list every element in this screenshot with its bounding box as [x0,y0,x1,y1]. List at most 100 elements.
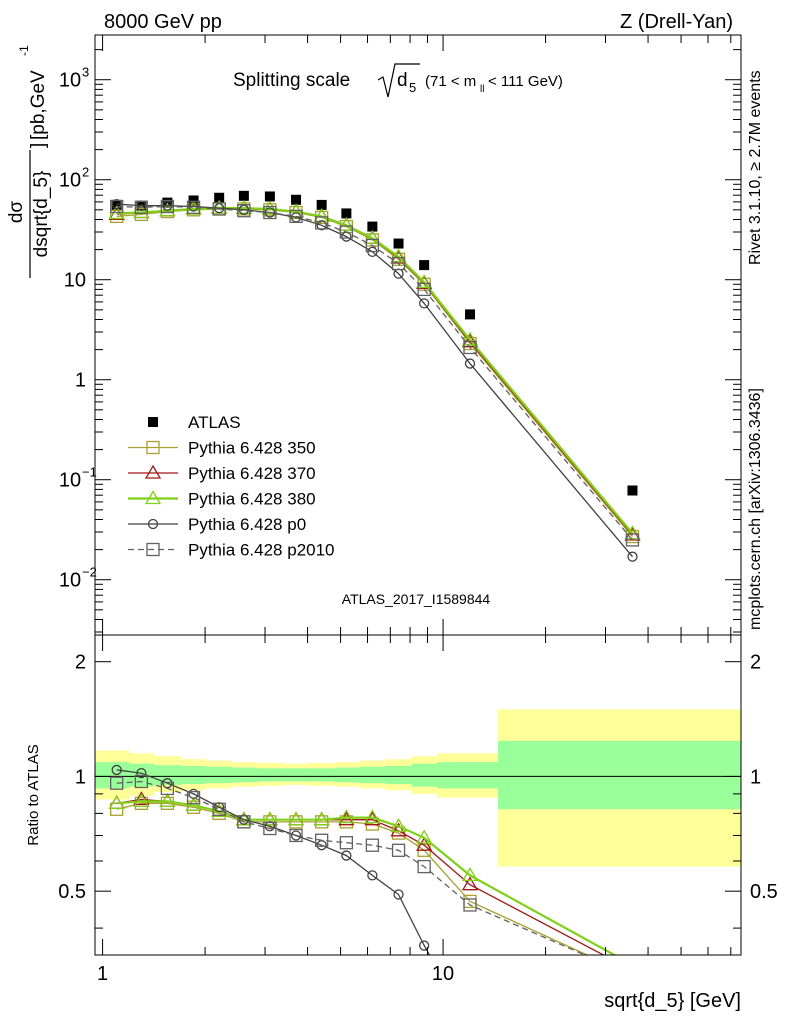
top-point-pythia-6-428-p0 [188,201,199,212]
top-point-pythia-6-428-380 [416,274,433,289]
top-point-pythia-6-428-p0 [419,298,430,309]
top-point-pythia-6-428-p2010 [110,199,124,214]
legend: ATLAS Pythia 6.428 350 Pythia 6.428 370 Pyt… [128,413,335,560]
top-point-pythia-6-428-p2010 [186,200,201,214]
ratio-point-pythia-6-428-380 [390,817,407,832]
top-point-atlas [316,199,327,210]
ratio-inner-band [359,766,387,784]
ratio-point-pythia-6-428-350 [626,970,638,982]
ratio-point-pythia-6-428-380 [461,867,479,882]
top-point-atlas [419,260,430,271]
legend-marker-pythia-6-428-p2010 [146,542,160,557]
top-point-pythia-6-428-p0 [162,200,173,211]
top-point-pythia-6-428-p2010 [365,238,380,253]
ratio-point-pythia-6-428-p2010 [212,802,226,816]
ratio-point-pythia-6-428-380 [287,811,305,826]
ratio-point-pythia-6-428-p0 [111,764,122,776]
ratio-band-layer [95,709,741,867]
ratio-inner-band [334,767,360,783]
ratio-inner-band [411,763,438,787]
y-tick-exponent: 2 [82,165,89,180]
ratio-point-pythia-6-428-380 [338,809,355,824]
ratio-point-pythia-6-428-380 [313,811,330,826]
top-ylabel: dσ dsqrt{d_5} ] -1 [pb,GeV [6,45,52,278]
ratio-point-pythia-6-428-p2010 [237,815,251,829]
top-point-pythia-6-428-p0 [627,551,638,562]
ratio-inner-band [205,766,233,784]
top-point-atlas [291,194,302,205]
ratio-point-pythia-6-428-p0 [264,821,276,832]
top-point-pythia-6-428-p2010 [237,204,251,218]
ylabel-unit-sup: -1 [17,45,31,56]
ratio-point-pythia-6-428-p2010 [365,838,380,852]
ratio-point-pythia-6-428-350 [110,802,124,816]
ratio-point-pythia-6-428-370 [625,963,639,975]
ylabel-den: dsqrt{d_5} [31,171,52,258]
title-cut-left: (71 < m [425,73,476,90]
ratio-point-pythia-6-428-p0 [393,889,404,900]
y-tick-label: 10 [59,170,81,192]
top-point-pythia-6-428-380 [261,200,279,215]
ratio-point-pythia-6-428-p0 [136,768,147,779]
ratio-line-pythia-6-428-380 [116,800,617,955]
ratio-point-pythia-6-428-380 [416,829,433,844]
top-point-pythia-6-428-350 [134,207,149,222]
ratio-inner-band [154,765,182,785]
top-line-pythia-6-428-p0 [116,203,633,558]
y-tick-exponent: −1 [82,465,97,480]
top-point-pythia-6-428-380 [338,217,355,231]
ratio-inner-band [307,768,335,782]
ratio-point-pythia-6-428-380 [625,958,639,970]
legend-label-pythia-6-428-350: Pythia 6.428 350 [188,439,316,458]
ratio-point-pythia-6-428-380 [364,809,381,824]
top-point-pythia-6-428-p2010 [463,340,477,355]
ratio-y-tick-label-right: 1 [750,766,761,788]
ratio-inner-band [232,767,258,783]
chart-title: Splitting scale d 5 (71 < m ll < 111 GeV… [233,63,563,98]
top-point-pythia-6-428-p2010 [315,216,329,230]
top-point-pythia-6-428-p2010 [160,199,175,214]
ratio-point-pythia-6-428-380 [108,795,125,809]
ratio-point-pythia-6-428-380 [261,811,279,826]
ratio-point-pythia-6-428-p0 [419,940,430,951]
ratio-point-pythia-6-428-380 [133,793,150,808]
top-point-atlas [367,221,378,232]
title-cut-sub: ll [480,84,484,95]
ratio-point-pythia-6-428-380 [159,793,176,808]
top-point-atlas [214,192,225,203]
top-point-pythia-6-428-p2010 [134,200,149,214]
top-point-atlas [264,191,275,202]
ratio-point-pythia-6-428-p2010 [110,776,124,790]
y-tick-label: 10 [59,570,81,592]
x-tick-label: 10 [432,963,454,985]
ratio-inner-band [498,740,741,810]
top-point-pythia-6-428-p0 [111,198,122,210]
x-tick-label: 1 [97,963,108,985]
ratio-line-pythia-6-428-350 [116,802,589,955]
ratio-inner-band [437,762,499,789]
top-point-pythia-6-428-380 [159,202,176,217]
ratio-inner-band [386,766,412,785]
legend-label-pythia-6-428-p0: Pythia 6.428 p0 [188,515,306,534]
header-right: Z (Drell-Yan) [620,11,733,33]
top-point-atlas [465,309,476,320]
ratio-inner-band [257,768,284,782]
y-tick-label: 10 [64,270,86,292]
top-point-pythia-6-428-p0 [464,358,476,369]
ratio-y-tick-label-right: 2 [750,652,761,674]
ratio-panel-frame [94,634,742,956]
top-line-pythia-6-428-370 [116,207,633,536]
ratio-point-pythia-6-428-p0 [162,778,173,789]
legend-marker-pythia-6-428-370 [144,464,162,479]
mcplots-label: mcplots.cern.ch [arXiv:1306.3436] [747,388,764,630]
top-point-pythia-6-428-p2010 [263,205,277,220]
top-point-pythia-6-428-p2010 [625,533,640,547]
analysis-watermark: ATLAS_2017_I1589844 [342,591,491,607]
title-sqrt-sign [377,63,420,98]
legend-label-pythia-6-428-p2010: Pythia 6.428 p2010 [188,541,335,560]
top-point-pythia-6-428-p0 [264,207,276,218]
rivet-label: Rivet 3.1.10, ≥ 2.7M events [747,70,764,265]
ratio-y-tick-label-right: 0.5 [750,881,778,903]
legend-label-pythia-6-428-380: Pythia 6.428 380 [188,490,316,509]
